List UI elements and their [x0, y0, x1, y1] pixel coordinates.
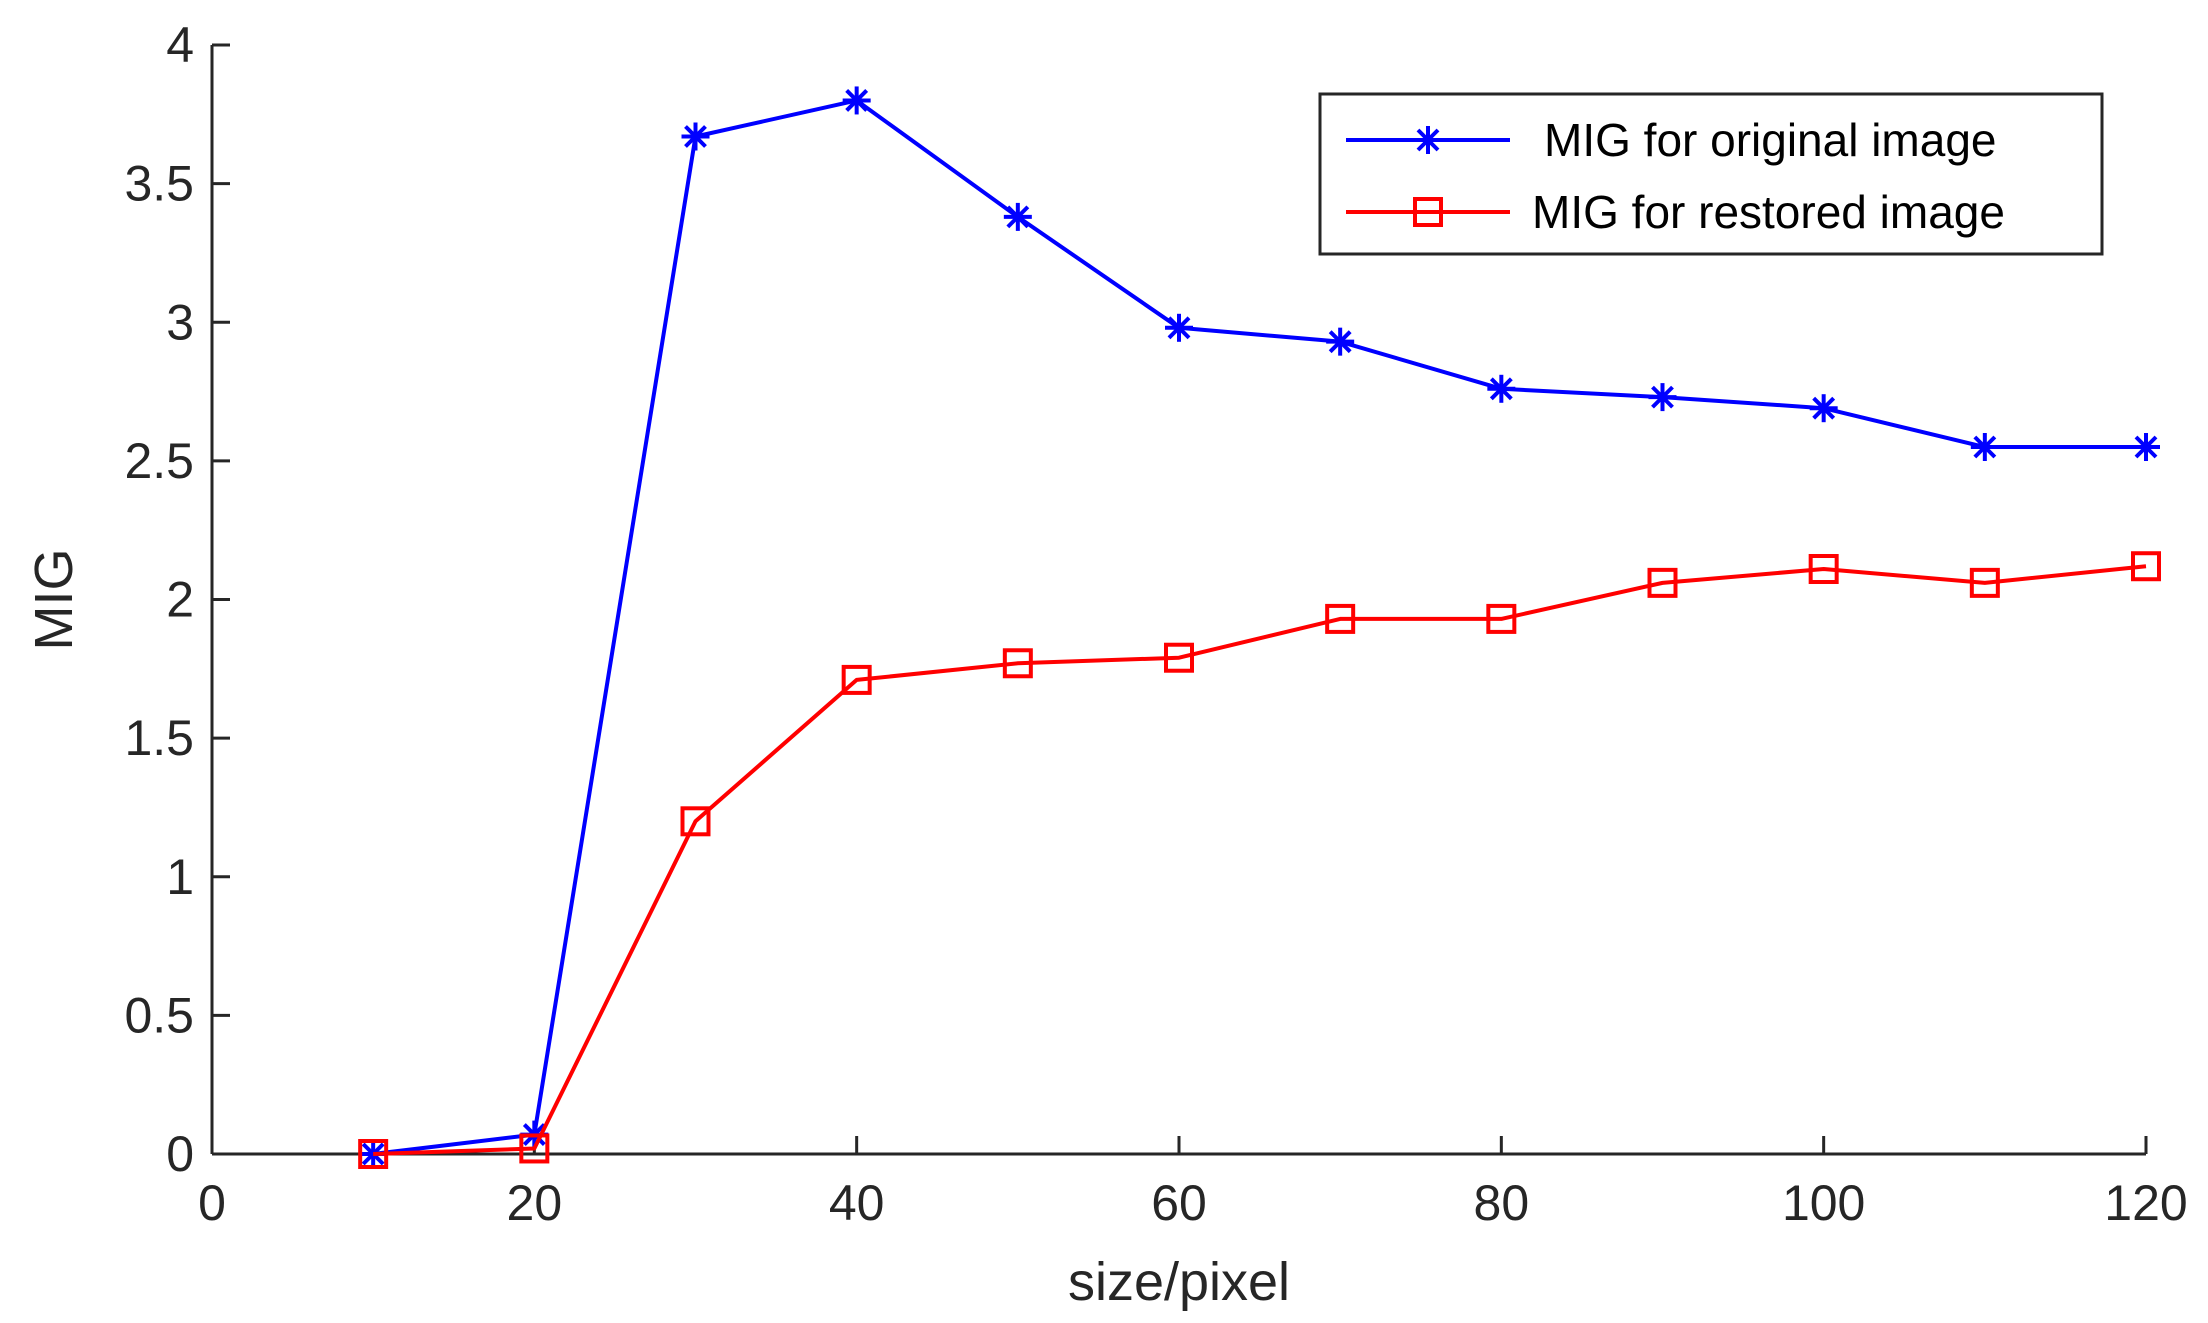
data-point [1969, 567, 2000, 598]
data-point [1326, 327, 1355, 356]
data-point [358, 1139, 389, 1169]
x-tick-label: 60 [1151, 1175, 1207, 1231]
data-point [519, 1133, 550, 1164]
data-point [681, 122, 710, 151]
marker-stroke [1651, 385, 1674, 409]
y-tick-label: 1.5 [124, 710, 194, 766]
y-tick-label: 2.5 [124, 433, 194, 489]
x-tick-label: 0 [198, 1175, 226, 1231]
legend-label-original: MIG for original image [1544, 114, 1997, 166]
y-tick-label: 2 [166, 572, 194, 628]
series-line [372, 98, 2146, 1156]
data-point [1970, 433, 1999, 462]
data-point [841, 664, 872, 695]
legend-marker-restored [1413, 197, 1443, 227]
data-point [2132, 433, 2160, 462]
marker-stroke [1489, 377, 1513, 401]
data-point [1486, 603, 1517, 634]
y-axis-ticks: 0 0.5 1 1.5 2 2.5 3 3.5 4 [124, 17, 230, 1182]
data-point [1003, 202, 1032, 231]
data-point [680, 806, 711, 837]
data-point [2131, 551, 2161, 582]
series-line [373, 564, 2147, 1156]
x-tick-label: 20 [507, 1175, 563, 1231]
y-tick-label: 0 [166, 1126, 194, 1182]
data-point [1325, 603, 1356, 634]
marker-stroke [1812, 396, 1836, 420]
series-layer [358, 86, 2161, 1169]
data-point [842, 86, 871, 115]
y-axis-label: MIG [24, 549, 84, 651]
series-restored [358, 551, 2161, 1169]
x-tick-label: 100 [1782, 1175, 1865, 1231]
legend-marker-shape [1413, 197, 1443, 227]
marker-stroke [1328, 330, 1352, 354]
marker-stroke [1973, 435, 1997, 459]
marker-stroke [684, 125, 707, 148]
data-point [1809, 394, 1838, 423]
x-axis-ticks: 0 20 40 60 80 100 120 [198, 1136, 2188, 1231]
y-tick-label: 4 [166, 17, 194, 73]
legend: MIG for original image MIG for restored … [1318, 92, 2104, 256]
legend-label-restored: MIG for restored image [1532, 186, 2005, 238]
y-tick-label: 3 [166, 294, 194, 350]
legend-marker-shape [1414, 126, 1442, 154]
y-tick-label: 3.5 [124, 156, 194, 212]
data-point [1647, 567, 1678, 598]
x-tick-label: 80 [1474, 1175, 1530, 1231]
x-tick-label: 120 [2104, 1175, 2187, 1231]
marker-stroke [1416, 128, 1440, 152]
marker-stroke [845, 89, 869, 112]
x-tick-label: 40 [829, 1175, 885, 1231]
marker-stroke [1006, 205, 1030, 229]
data-point [1165, 313, 1193, 342]
data-point [1164, 642, 1194, 673]
data-point [1808, 554, 1839, 585]
data-point [1002, 648, 1033, 679]
marker-stroke [1167, 316, 1191, 340]
legend-box [1318, 92, 2104, 256]
data-point [1487, 374, 1516, 403]
y-tick-label: 0.5 [124, 987, 194, 1043]
y-tick-label: 1 [166, 849, 194, 905]
legend-marker-original [1414, 126, 1442, 154]
x-axis-label: size/pixel [1068, 1252, 1290, 1312]
data-point [1648, 383, 1677, 412]
marker-stroke [2134, 435, 2158, 459]
